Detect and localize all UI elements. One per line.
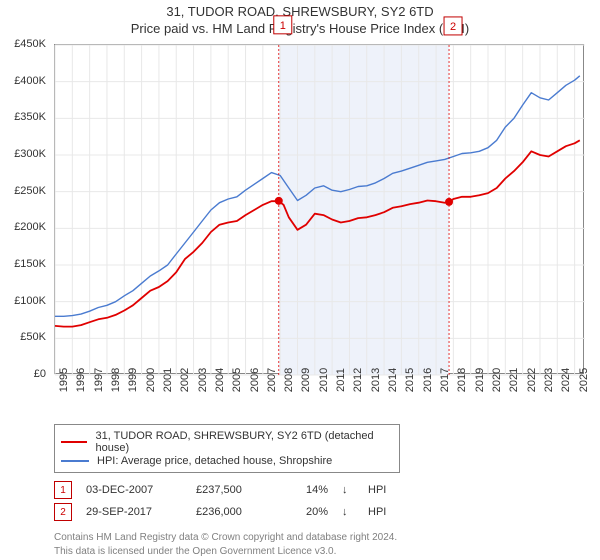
y-tick-label: £150K (14, 258, 46, 270)
y-tick-label: £350K (14, 111, 46, 123)
attribution: Contains HM Land Registry data © Crown c… (54, 531, 584, 558)
x-tick-label: 2004 (214, 368, 226, 392)
y-axis-labels: £0£50K£100K£150K£200K£250K£300K£350K£400… (0, 44, 50, 374)
chart-title: 31, TUDOR ROAD, SHREWSBURY, SY2 6TD (0, 4, 600, 19)
svg-text:2: 2 (450, 21, 456, 33)
x-tick-label: 2023 (543, 368, 555, 392)
y-tick-label: £200K (14, 221, 46, 233)
table-row: 1 03-DEC-2007 £237,500 14% ↓ HPI (54, 481, 584, 499)
x-tick-label: 2000 (145, 368, 157, 392)
legend-label: 31, TUDOR ROAD, SHREWSBURY, SY2 6TD (det… (95, 430, 393, 454)
x-tick-label: 1999 (127, 368, 139, 392)
x-tick-label: 2011 (335, 368, 347, 392)
x-tick-label: 2010 (318, 368, 330, 392)
x-tick-label: 2012 (352, 368, 364, 392)
legend-item-price-paid: 31, TUDOR ROAD, SHREWSBURY, SY2 6TD (det… (61, 430, 393, 454)
sale-pct: 14% (290, 484, 328, 496)
x-tick-label: 2015 (404, 368, 416, 392)
x-tick-label: 1998 (110, 368, 122, 392)
sale-date: 03-DEC-2007 (86, 484, 182, 496)
x-tick-label: 2021 (508, 368, 520, 392)
sale-compare: HPI (368, 484, 386, 496)
x-tick-label: 1995 (58, 368, 70, 392)
x-tick-label: 2009 (300, 368, 312, 392)
x-tick-label: 2020 (491, 368, 503, 392)
down-arrow-icon: ↓ (342, 506, 354, 518)
table-row: 2 29-SEP-2017 £236,000 20% ↓ HPI (54, 503, 584, 521)
y-tick-label: £400K (14, 75, 46, 87)
sale-compare: HPI (368, 506, 386, 518)
attribution-line: This data is licensed under the Open Gov… (54, 545, 584, 559)
y-tick-label: £450K (14, 38, 46, 50)
attribution-line: Contains HM Land Registry data © Crown c… (54, 531, 584, 545)
x-tick-label: 2014 (387, 368, 399, 392)
y-tick-label: £300K (14, 148, 46, 160)
x-tick-label: 1996 (75, 368, 87, 392)
sale-pct: 20% (290, 506, 328, 518)
x-axis-labels: 1995199619971998199920002001200220032004… (54, 376, 584, 424)
legend: 31, TUDOR ROAD, SHREWSBURY, SY2 6TD (det… (54, 424, 400, 473)
x-tick-label: 2005 (231, 368, 243, 392)
chart-plot-area: 12 (54, 44, 584, 374)
legend-swatch (61, 460, 89, 462)
x-tick-label: 2018 (456, 368, 468, 392)
x-tick-label: 2003 (197, 368, 209, 392)
sale-date: 29-SEP-2017 (86, 506, 182, 518)
y-tick-label: £100K (14, 295, 46, 307)
sales-table: 1 03-DEC-2007 £237,500 14% ↓ HPI 2 29-SE… (54, 481, 584, 521)
x-tick-label: 2013 (370, 368, 382, 392)
legend-swatch (61, 441, 87, 443)
x-tick-label: 2017 (439, 368, 451, 392)
x-tick-label: 1997 (93, 368, 105, 392)
legend-item-hpi: HPI: Average price, detached house, Shro… (61, 455, 393, 467)
svg-text:1: 1 (280, 20, 286, 32)
x-tick-label: 2024 (560, 368, 572, 392)
x-tick-label: 2025 (578, 368, 590, 392)
x-tick-label: 2008 (283, 368, 295, 392)
legend-label: HPI: Average price, detached house, Shro… (97, 455, 332, 467)
x-tick-label: 2016 (422, 368, 434, 392)
x-tick-label: 2007 (266, 368, 278, 392)
chart-svg: 12 (55, 45, 585, 375)
x-tick-label: 2001 (162, 368, 174, 392)
down-arrow-icon: ↓ (342, 484, 354, 496)
x-tick-label: 2022 (526, 368, 538, 392)
chart-subtitle: Price paid vs. HM Land Registry's House … (0, 21, 600, 36)
sale-price: £237,500 (196, 484, 276, 496)
sale-badge: 1 (54, 481, 72, 499)
sale-badge: 2 (54, 503, 72, 521)
y-tick-label: £50K (20, 331, 46, 343)
x-tick-label: 2002 (179, 368, 191, 392)
x-tick-label: 2006 (249, 368, 261, 392)
x-tick-label: 2019 (474, 368, 486, 392)
y-tick-label: £0 (34, 368, 46, 380)
sale-price: £236,000 (196, 506, 276, 518)
y-tick-label: £250K (14, 185, 46, 197)
